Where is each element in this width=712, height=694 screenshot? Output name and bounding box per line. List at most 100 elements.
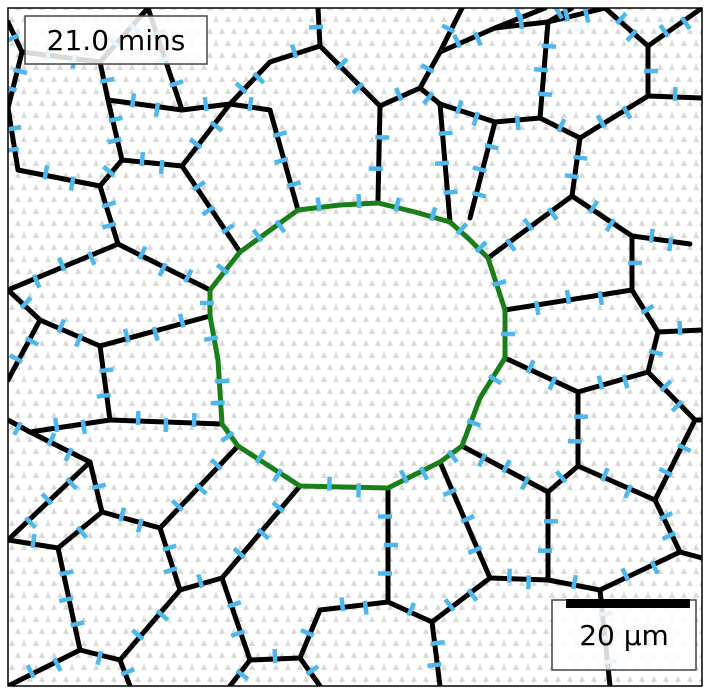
junction-marker [420,63,435,74]
junction-marker [533,66,549,73]
junction-marker [99,367,114,374]
junction-marker [564,289,572,305]
junction-marker [101,164,116,178]
junction-marker [620,567,631,582]
junction-marker [299,628,315,638]
junction-marker [659,379,673,393]
junction-marker [442,487,458,498]
scale-bar-label: 20 μm [579,619,669,652]
junction-marker [31,273,42,289]
junction-marker [201,204,216,217]
junction-marker [362,600,369,615]
junction-marker [587,199,600,214]
junction-marker [8,146,19,153]
junction-marker [75,525,89,540]
junction-marker [194,482,208,496]
junction-marker [305,664,320,677]
junction-marker [471,111,481,127]
junction-marker [108,115,123,124]
junction-marker [163,565,178,575]
junction-marker [335,57,349,71]
junction-marker [473,31,483,47]
junction-marker [427,661,442,669]
junction-marker [526,575,532,590]
junction-marker [162,543,177,553]
junction-marker [677,442,692,454]
junction-marker [271,500,286,514]
junction-marker [564,173,579,180]
junction-marker [107,136,122,145]
junction-marker [533,300,541,316]
junction-marker [434,160,450,167]
junction-marker [393,197,402,212]
junction-marker [73,332,84,348]
junction-marker [467,545,483,556]
junction-marker [130,628,145,642]
junction-marker [91,482,107,491]
junction-marker [443,598,456,612]
junction-marker [615,11,628,26]
junction-marker [460,513,476,524]
junction-marker [24,516,38,530]
junction-marker [621,374,630,389]
junction-marker [188,137,203,150]
junction-marker [59,569,74,577]
junction-marker [63,447,74,462]
junction-marker [235,668,250,681]
junction-marker [122,328,131,343]
junction-marker [42,165,50,180]
junction-marker [522,217,535,232]
junction-marker [30,533,37,549]
junction-marker [418,466,430,481]
junction-marker [406,601,417,617]
junction-marker [525,359,536,374]
junction-marker [471,190,487,199]
junction-marker [232,546,247,560]
junction-marker [58,595,74,604]
scale-bar [566,599,690,608]
junction-marker [677,320,683,336]
junction-marker [209,457,223,471]
junction-marker [215,378,230,384]
junction-marker [554,469,568,484]
junction-marker [487,373,503,386]
junction-marker [272,648,278,664]
time-label-box: 21.0 mins [24,15,208,65]
junction-marker [519,475,531,491]
junction-marker [56,318,67,334]
junction-marker [596,375,605,390]
junction-marker [492,278,507,288]
junction-marker [25,664,36,679]
junction-marker [170,498,184,512]
junction-marker [24,336,40,347]
junction-marker [99,76,115,85]
junction-marker [65,477,79,491]
junction-marker [163,417,169,433]
junction-marker [308,24,324,30]
junction-marker [135,518,144,533]
junction-marker [625,28,638,43]
junction-marker [546,206,559,221]
junction-marker [661,530,677,542]
junction-marker [398,469,410,484]
junction-marker [101,200,117,209]
junction-marker [101,221,117,230]
junction-marker [672,86,678,102]
junction-marker [356,193,362,209]
junction-marker [315,197,322,212]
junction-marker [422,91,435,106]
junction-marker [351,81,365,95]
junction-marker [506,568,512,583]
junction-marker [430,639,445,647]
junction-marker [562,8,571,22]
scale-bar-box: 20 μm [551,599,697,671]
junction-marker [80,419,88,435]
junction-marker [438,130,453,137]
junction-marker [484,142,499,151]
junction-marker [96,392,111,399]
junction-markers [8,8,692,681]
junction-marker [129,93,137,108]
junction-marker [446,449,459,464]
junction-marker [573,154,588,161]
